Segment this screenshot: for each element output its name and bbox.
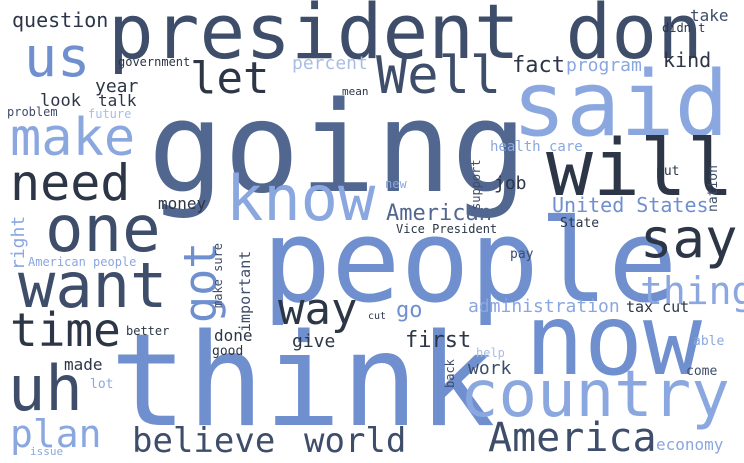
word-tax-cut: tax cut bbox=[626, 298, 690, 316]
word-going: going bbox=[148, 74, 528, 221]
word-first: first bbox=[405, 328, 472, 353]
word-thing: thing bbox=[640, 269, 744, 313]
word-help: help bbox=[476, 346, 505, 360]
word-uh: uh bbox=[8, 352, 83, 425]
word-question: question bbox=[12, 8, 109, 32]
word-important: important bbox=[236, 250, 254, 332]
word-economy: economy bbox=[656, 435, 724, 454]
word-government: government bbox=[118, 55, 191, 69]
word-president-dont: president don t bbox=[108, 0, 744, 76]
word-one: one bbox=[45, 193, 161, 267]
word-cut: cut bbox=[368, 311, 387, 322]
word-issue: issue bbox=[30, 445, 64, 458]
word-need: need bbox=[10, 154, 131, 212]
word-kind: kind bbox=[663, 48, 712, 72]
word-administration: administration bbox=[468, 296, 620, 317]
word-american: American bbox=[386, 201, 492, 226]
word-plan: plan bbox=[10, 412, 102, 456]
word-right: right bbox=[8, 215, 29, 270]
word-give: give bbox=[292, 331, 336, 352]
word-american-people: American people bbox=[28, 255, 137, 269]
word-lot: lot bbox=[90, 377, 114, 392]
word-well: Well bbox=[376, 46, 502, 106]
word-way: way bbox=[278, 284, 358, 335]
word-mean: mean bbox=[342, 85, 369, 98]
word-put: put bbox=[656, 164, 680, 179]
word-pay: pay bbox=[510, 247, 534, 262]
word-work: work bbox=[468, 358, 512, 379]
word-make-sure: make sure bbox=[211, 242, 225, 308]
word-money: money bbox=[158, 194, 207, 213]
word-didnt: didn t bbox=[662, 21, 706, 35]
word-year: year bbox=[95, 76, 139, 97]
word-said: said bbox=[512, 52, 729, 157]
word-better: better bbox=[126, 324, 170, 338]
word-fact: fact bbox=[512, 53, 565, 78]
word-new: new bbox=[385, 177, 407, 191]
word-look: look bbox=[40, 91, 81, 111]
word-state: State bbox=[560, 216, 600, 231]
word-now: now bbox=[525, 284, 703, 398]
word-make: make bbox=[10, 108, 136, 168]
word-good: good bbox=[212, 344, 244, 359]
word-world: world bbox=[304, 421, 407, 461]
word-take: take bbox=[690, 6, 729, 25]
word-want: want bbox=[18, 249, 168, 322]
word-nation: nation bbox=[706, 165, 721, 212]
word-problem: problem bbox=[7, 105, 58, 119]
word-come: come bbox=[686, 364, 718, 379]
word-able: able bbox=[693, 334, 725, 349]
word-job: job bbox=[494, 173, 527, 194]
word-health-care: health care bbox=[490, 139, 583, 155]
word-future: future bbox=[88, 107, 132, 121]
word-program: program bbox=[566, 55, 642, 76]
word-know: know bbox=[226, 162, 376, 235]
word-people: people bbox=[262, 195, 678, 329]
word-talk: talk bbox=[98, 91, 137, 110]
word-think: think bbox=[110, 307, 496, 456]
word-back: back bbox=[443, 359, 457, 388]
word-let: let bbox=[190, 53, 270, 104]
word-time: time bbox=[10, 303, 121, 357]
word-united-states: United States bbox=[552, 193, 709, 217]
word-believe: believe bbox=[132, 421, 276, 461]
word-us: us bbox=[24, 25, 91, 89]
word-america: America bbox=[488, 415, 657, 461]
word-say: say bbox=[640, 207, 738, 270]
word-made: made bbox=[64, 355, 103, 374]
word-will: will bbox=[546, 124, 734, 214]
word-go: go bbox=[396, 298, 423, 323]
word-vice-president: Vice President bbox=[396, 222, 498, 236]
word-percent: percent bbox=[292, 53, 368, 74]
word-country: country bbox=[460, 358, 730, 432]
word-done: done bbox=[214, 326, 253, 345]
